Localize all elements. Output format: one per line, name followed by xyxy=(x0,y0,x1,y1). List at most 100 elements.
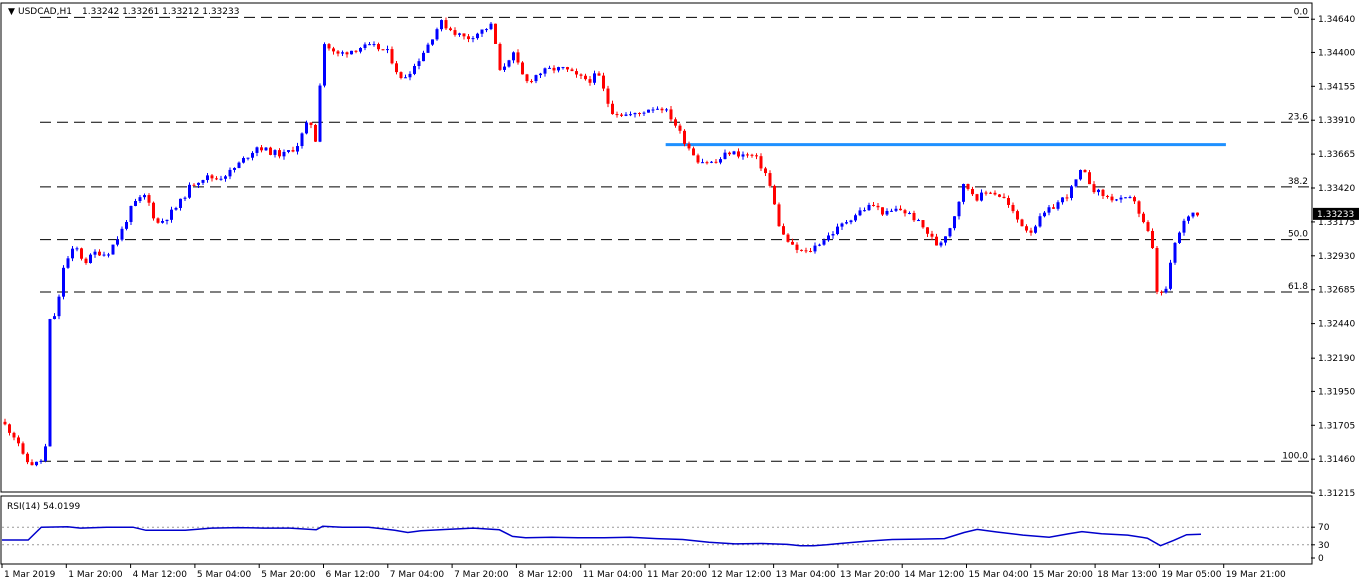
candle-bull xyxy=(948,228,952,237)
rsi-axis: 70 30 0 xyxy=(1311,523,1330,564)
candle-bull xyxy=(485,29,488,31)
candle-bear xyxy=(395,63,398,73)
candle-bear xyxy=(444,20,448,29)
candle-bear xyxy=(449,28,452,31)
candle-bull xyxy=(534,75,538,82)
candle-bear xyxy=(1137,201,1141,214)
candle-bear xyxy=(935,236,938,246)
time-tick-label: 1 Mar 20:00 xyxy=(68,570,123,580)
candle-bull xyxy=(1173,242,1177,263)
time-tick-label: 14 Mar 12:00 xyxy=(904,570,964,580)
price-panel[interactable] xyxy=(0,2,1313,493)
candle-bull xyxy=(1097,189,1100,193)
candle-bear xyxy=(1142,213,1145,223)
candle-bear xyxy=(782,226,785,235)
candle-bear xyxy=(872,204,875,206)
candle-bear xyxy=(377,44,380,50)
candle-bull xyxy=(134,201,137,206)
candle-bull xyxy=(431,39,434,45)
candle-bear xyxy=(575,71,578,75)
price-tick-label: 1.33420 xyxy=(1318,184,1355,194)
candle-bear xyxy=(975,194,979,201)
candle-bear xyxy=(1065,197,1069,199)
candle-bear xyxy=(1101,189,1105,196)
candle-bear xyxy=(714,161,718,163)
candle-bear xyxy=(156,218,160,223)
candle-bull xyxy=(102,254,106,256)
candle-bear xyxy=(210,175,214,179)
candlesticks xyxy=(3,17,1199,467)
time-tick-label: 13 Mar 04:00 xyxy=(776,570,836,580)
price-tick-label: 1.32440 xyxy=(1318,320,1355,330)
candle-bull xyxy=(741,154,745,157)
candle-bull xyxy=(183,197,187,199)
candle-bear xyxy=(755,155,758,157)
time-tick-label: 5 Mar 20:00 xyxy=(261,570,316,580)
candle-bull xyxy=(818,244,821,246)
candle-bear xyxy=(737,151,740,157)
price-axis: 1.34640 1.34400 1.34155 1.33910 1.33665 1.334… xyxy=(1311,15,1359,499)
candle-bull xyxy=(822,240,826,245)
candle-bear xyxy=(453,30,457,35)
candle-bull xyxy=(363,44,367,48)
candle-bull xyxy=(273,150,277,155)
candle-bull xyxy=(48,319,52,447)
candle-bear xyxy=(795,244,799,250)
candle-bull xyxy=(858,210,862,216)
candle-bear xyxy=(327,44,331,49)
time-axis: 1 Mar 2019 1 Mar 20:00 4 Mar 12:00 5 Mar 04… xyxy=(1,564,1286,580)
candle-bull xyxy=(863,210,866,212)
candle-bear xyxy=(3,421,7,425)
candle-bear xyxy=(971,188,974,195)
candle-bull xyxy=(237,162,241,168)
candle-bull xyxy=(125,221,128,229)
candle-bear xyxy=(620,114,623,116)
rsi-tick-label: 0 xyxy=(1318,554,1324,564)
candle-bear xyxy=(390,49,394,64)
price-tick-label: 1.31215 xyxy=(1318,489,1355,499)
candle-bull xyxy=(512,52,515,61)
time-tick-label: 11 Mar 04:00 xyxy=(583,570,643,580)
rsi-panel[interactable]: RSI(14) 54.0199 xyxy=(0,495,1313,565)
candle-bull xyxy=(1115,199,1118,201)
candle-bear xyxy=(692,148,695,156)
candle-bear xyxy=(336,51,340,54)
candle-bear xyxy=(602,75,605,89)
fib-level-label: 0.0 xyxy=(1294,7,1309,17)
candle-bull xyxy=(228,169,232,177)
current-price-label: 1.33233 xyxy=(1317,210,1354,220)
price-tick-label: 1.33175 xyxy=(1318,218,1355,228)
price-tick-label: 1.34155 xyxy=(1318,82,1355,92)
candle-bull xyxy=(170,209,173,220)
candle-bear xyxy=(606,88,610,104)
candle-bull xyxy=(458,33,461,35)
candle-bull xyxy=(656,108,659,110)
candle-bull xyxy=(845,222,848,224)
candle-bull xyxy=(944,236,947,243)
candle-bull xyxy=(350,50,353,55)
candle-bull xyxy=(62,267,65,297)
candle-bull xyxy=(39,460,43,462)
candle-bull xyxy=(1169,262,1172,289)
time-tick-label: 5 Mar 04:00 xyxy=(197,570,252,580)
candle-bull xyxy=(867,204,871,211)
candle-bear xyxy=(800,249,803,251)
candle-bear xyxy=(1133,197,1136,202)
candle-bear xyxy=(345,52,349,55)
candle-bear xyxy=(354,50,358,52)
candle-bull xyxy=(1187,216,1190,221)
candle-bear xyxy=(467,36,470,40)
candle-bear xyxy=(881,207,884,215)
candle-bear xyxy=(12,432,16,438)
candle-bear xyxy=(309,122,313,125)
candle-bear xyxy=(462,33,466,37)
candle-bull xyxy=(723,152,727,160)
candle-bear xyxy=(1196,212,1199,216)
candle-bear xyxy=(669,109,673,120)
candle-bull xyxy=(57,296,61,317)
candle-bear xyxy=(791,241,794,245)
candle-bull xyxy=(129,205,133,222)
header-arrow-icon[interactable]: ▼ xyxy=(8,7,15,17)
candle-bear xyxy=(1025,226,1028,231)
